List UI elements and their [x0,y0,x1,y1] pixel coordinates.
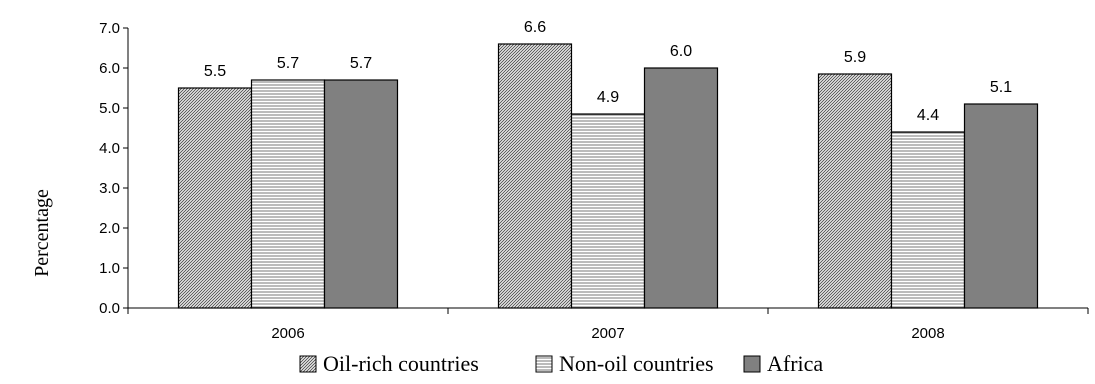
y-tick-label: 1.0 [99,260,120,277]
legend-label: Africa [767,351,823,376]
data-label: 5.1 [990,79,1012,96]
y-axis-label: Percentage [31,189,53,277]
x-tick-label: 2008 [911,325,944,342]
legend: Oil-rich countries Non-oil countries Afric… [299,351,823,376]
bar [323,79,399,309]
bar [890,131,966,309]
bar [177,87,253,309]
legend-label: Oil-rich countries [323,351,479,376]
x-axis: 2006 2007 2008 [127,307,1089,342]
y-tick-label: 5.0 [99,100,120,117]
data-label: 5.7 [350,55,372,72]
data-label: 6.6 [524,19,546,36]
legend-swatch [299,355,317,373]
bar [250,79,326,309]
data-label: 5.9 [844,49,866,66]
y-tick-label: 2.0 [99,220,120,237]
bar [643,67,719,309]
bar [963,103,1039,309]
bar [570,113,646,309]
legend-label: Non-oil countries [559,351,714,376]
data-labels-group: 5.5 5.7 5.7 6.6 4.9 6.0 5.9 4.4 5.1 [204,19,1012,124]
bar [817,73,893,309]
data-label: 4.4 [917,107,939,124]
y-tick-label: 0.0 [99,300,120,317]
y-tick-label: 3.0 [99,180,120,197]
data-label: 5.5 [204,63,226,80]
data-label: 5.7 [277,55,299,72]
legend-swatch [743,355,761,373]
x-tick-label: 2006 [271,325,304,342]
y-tick-label: 6.0 [99,60,120,77]
bar [497,43,573,309]
bars-group [177,43,1039,309]
data-label: 4.9 [597,89,619,106]
y-tick-label: 7.0 [99,20,120,37]
x-tick-label: 2007 [591,325,624,342]
y-axis: 0.0 1.0 2.0 3.0 4.0 5.0 6.0 7.0 [99,20,129,317]
data-label: 6.0 [670,43,692,60]
y-tick-label: 4.0 [99,140,120,157]
legend-swatch [535,355,553,373]
